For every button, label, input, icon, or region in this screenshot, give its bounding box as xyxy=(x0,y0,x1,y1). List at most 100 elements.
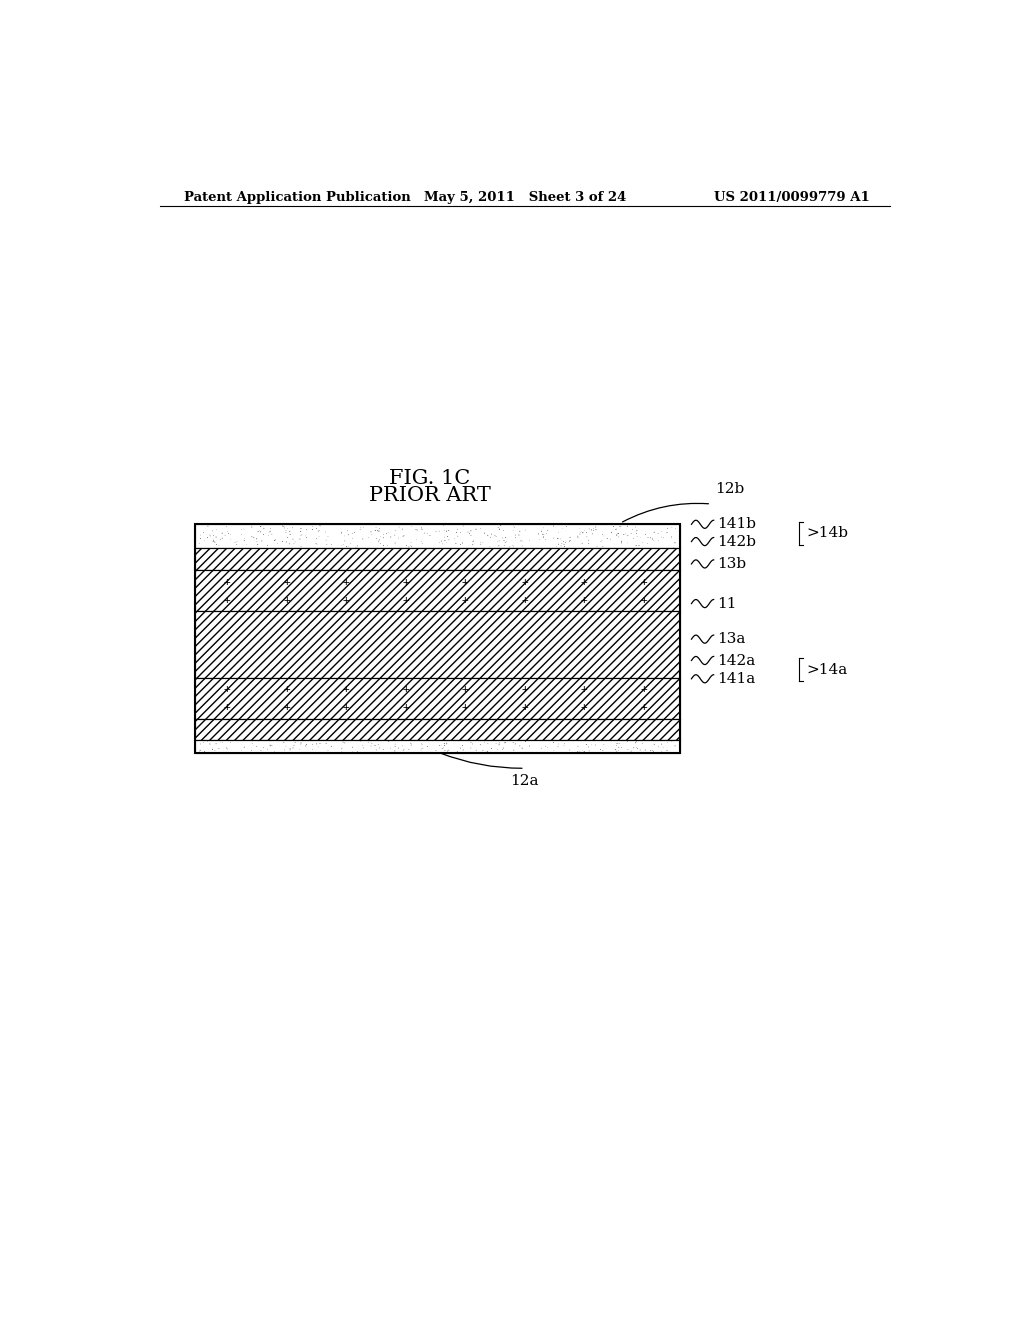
Point xyxy=(631,536,647,557)
Point xyxy=(293,525,309,546)
Text: +: + xyxy=(343,702,349,713)
Point xyxy=(645,741,662,762)
Point xyxy=(206,525,222,546)
Point xyxy=(372,529,388,550)
Text: 12b: 12b xyxy=(715,482,744,496)
Point xyxy=(304,519,321,540)
Point xyxy=(460,521,476,543)
Point xyxy=(262,735,279,756)
Point xyxy=(507,516,523,537)
Point xyxy=(489,739,506,760)
Point xyxy=(208,527,224,548)
Point xyxy=(402,535,419,556)
Point xyxy=(337,531,353,552)
Point xyxy=(553,536,569,557)
Point xyxy=(193,528,209,549)
Point xyxy=(255,524,271,545)
Point xyxy=(548,536,564,557)
Point xyxy=(280,527,296,548)
Point xyxy=(645,529,662,550)
Point xyxy=(538,735,554,756)
Point xyxy=(475,741,492,762)
Point xyxy=(664,731,680,752)
Point xyxy=(498,527,514,548)
Point xyxy=(595,536,611,557)
Point xyxy=(433,734,450,755)
Point xyxy=(372,533,388,554)
Point xyxy=(479,741,496,762)
Point xyxy=(364,733,380,754)
Point xyxy=(318,535,335,556)
Point xyxy=(637,739,653,760)
Point xyxy=(620,532,636,553)
Point xyxy=(287,532,303,553)
Point xyxy=(193,734,209,755)
Text: +: + xyxy=(402,595,410,605)
Point xyxy=(352,731,369,752)
Point xyxy=(569,527,586,548)
Point xyxy=(436,520,453,541)
Point xyxy=(262,521,279,543)
Point xyxy=(512,520,528,541)
Point xyxy=(409,520,425,541)
Point xyxy=(236,737,252,758)
Point xyxy=(496,738,512,759)
Point xyxy=(310,521,327,543)
Point xyxy=(596,734,612,755)
Point xyxy=(403,734,420,755)
Point xyxy=(304,516,321,537)
Point xyxy=(250,533,266,554)
Point xyxy=(219,738,236,759)
Point xyxy=(630,520,646,541)
Point xyxy=(440,741,457,762)
Point xyxy=(449,521,465,543)
Point xyxy=(398,535,415,556)
Point xyxy=(278,532,294,553)
Point xyxy=(414,533,430,554)
Point xyxy=(334,738,350,759)
Point xyxy=(438,734,455,755)
Point xyxy=(453,535,469,556)
Point xyxy=(534,520,550,541)
Point xyxy=(562,531,579,552)
Point xyxy=(496,529,512,550)
Point xyxy=(502,536,518,557)
Point xyxy=(244,525,260,546)
Point xyxy=(465,734,481,755)
Point xyxy=(472,532,488,553)
Point xyxy=(324,735,340,756)
Point xyxy=(381,731,397,752)
Point xyxy=(293,536,309,557)
Point xyxy=(244,741,260,762)
Point xyxy=(311,525,328,546)
Point xyxy=(206,531,222,552)
Point xyxy=(513,531,529,552)
Point xyxy=(489,531,506,552)
Point xyxy=(293,733,309,754)
Text: 12a: 12a xyxy=(511,775,539,788)
Point xyxy=(571,521,588,543)
Point xyxy=(253,516,269,537)
Point xyxy=(244,516,260,537)
Point xyxy=(554,533,570,554)
Point xyxy=(312,515,329,536)
Point xyxy=(435,515,452,536)
Point xyxy=(391,516,408,537)
Point xyxy=(507,734,523,755)
Point xyxy=(317,521,334,543)
Point xyxy=(589,536,605,557)
Point xyxy=(349,741,366,762)
Point xyxy=(486,524,503,545)
Point xyxy=(515,531,531,552)
Point xyxy=(214,528,230,549)
Point xyxy=(202,524,218,545)
Point xyxy=(554,517,570,539)
Point xyxy=(211,536,227,557)
Point xyxy=(608,524,625,545)
Point xyxy=(285,738,301,759)
Point xyxy=(214,731,230,752)
Point xyxy=(253,741,269,762)
Point xyxy=(413,517,429,539)
Point xyxy=(610,737,627,758)
Point xyxy=(293,734,309,755)
